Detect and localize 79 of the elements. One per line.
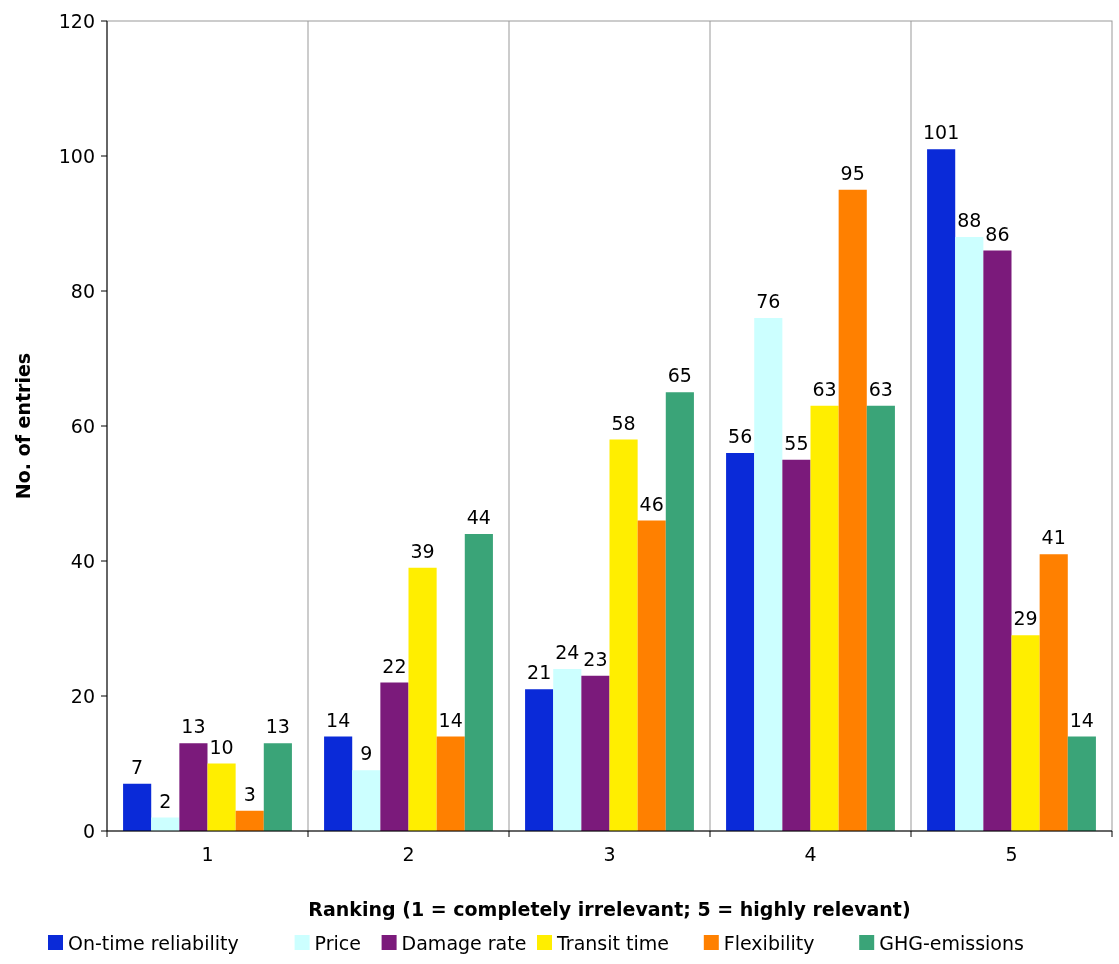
bar — [665, 392, 694, 831]
bar — [955, 237, 984, 831]
bar — [1067, 736, 1096, 831]
bar — [609, 439, 638, 831]
bar — [866, 405, 895, 831]
bar — [1039, 554, 1068, 831]
data-label: 56 — [728, 425, 753, 447]
bar — [380, 682, 409, 831]
bar — [983, 250, 1012, 831]
bar — [1011, 635, 1040, 831]
bar — [810, 405, 839, 831]
bar — [581, 675, 610, 831]
bar — [179, 743, 208, 831]
data-label: 65 — [667, 364, 692, 387]
data-label: 58 — [611, 411, 636, 434]
data-label: 88 — [957, 209, 982, 231]
bar — [525, 689, 554, 831]
bar — [726, 453, 755, 831]
bar — [553, 669, 582, 831]
y-tick-label: 0 — [82, 819, 95, 842]
bar — [408, 567, 437, 831]
data-label: 9 — [360, 742, 373, 765]
x-axis-title: Ranking (1 = completely irrelevant; 5 = highly relevant) — [308, 898, 911, 920]
bar — [464, 534, 493, 831]
legend-label: On-time reliability — [68, 932, 239, 954]
y-axis-title: No. of entries — [12, 352, 34, 500]
y-tick-label: 60 — [70, 414, 95, 437]
x-tick-label: 1 — [201, 843, 214, 865]
bar — [207, 763, 236, 831]
data-label: 13 — [181, 715, 206, 738]
data-label: 95 — [840, 161, 865, 184]
data-label: 7 — [131, 755, 144, 778]
bar — [235, 810, 264, 831]
x-tick-label: 4 — [804, 843, 817, 865]
data-label: 21 — [527, 661, 552, 684]
legend-label: Flexibility — [723, 932, 815, 954]
y-tick-label: 80 — [70, 279, 95, 302]
data-label: 39 — [410, 539, 435, 562]
data-label: 86 — [985, 222, 1010, 245]
data-label: 14 — [326, 708, 351, 731]
bar — [123, 783, 152, 831]
x-tick-label: 5 — [1005, 843, 1018, 865]
y-tick-label: 120 — [58, 9, 95, 32]
data-label: 22 — [382, 654, 407, 677]
bar — [927, 149, 956, 831]
data-label: 44 — [466, 506, 491, 528]
data-label: 63 — [812, 377, 837, 400]
data-label: 46 — [639, 492, 664, 515]
data-label: 63 — [868, 377, 893, 400]
bar — [352, 770, 381, 831]
y-tick-label: 40 — [70, 549, 95, 572]
data-label: 24 — [555, 641, 580, 663]
data-label: 41 — [1041, 526, 1066, 549]
y-tick-label: 100 — [58, 144, 95, 167]
legend-label: Transit time — [556, 932, 669, 954]
data-label: 14 — [438, 708, 463, 731]
data-label: 3 — [243, 782, 256, 805]
y-tick-label: 20 — [70, 684, 95, 707]
bar — [263, 743, 292, 831]
legend-label: GHG-emissions — [879, 932, 1024, 954]
bar — [838, 189, 867, 831]
x-tick-label: 2 — [402, 843, 415, 865]
data-label: 55 — [784, 431, 809, 454]
data-label: 13 — [265, 715, 290, 738]
bar — [637, 520, 666, 831]
data-label: 10 — [209, 735, 234, 758]
x-tick-label: 3 — [603, 843, 616, 865]
data-label: 14 — [1069, 708, 1094, 731]
bar — [782, 459, 811, 831]
data-label: 76 — [756, 290, 781, 312]
data-label: 101 — [923, 121, 960, 144]
bar — [754, 318, 783, 831]
data-label: 23 — [583, 647, 608, 670]
legend-label: Price — [314, 932, 361, 954]
data-label: 29 — [1013, 607, 1038, 630]
bar — [436, 736, 465, 831]
legend-label: Damage rate — [401, 932, 527, 954]
bar — [324, 736, 353, 831]
data-label: 2 — [159, 789, 172, 812]
